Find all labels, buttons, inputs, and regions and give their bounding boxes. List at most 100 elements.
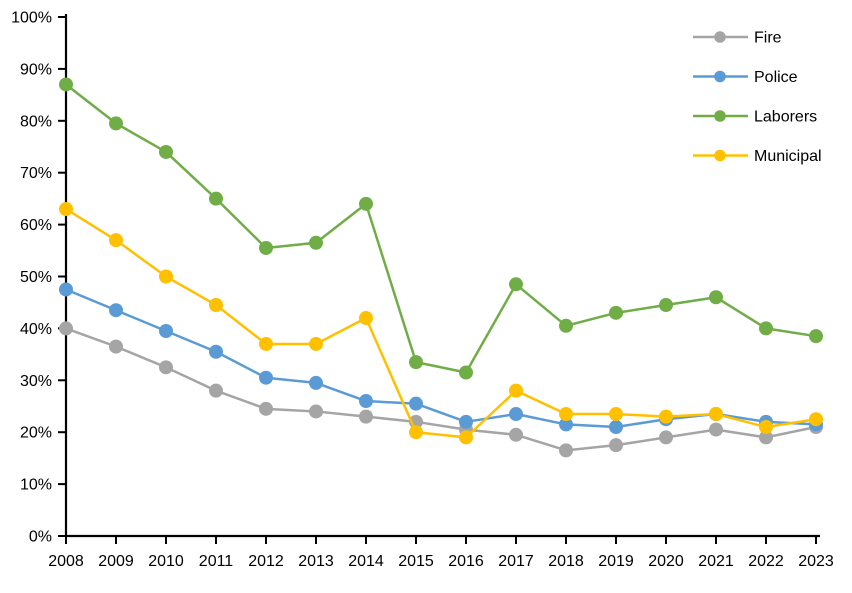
data-point-laborers	[759, 321, 773, 336]
x-axis-tick-label: 2019	[598, 553, 634, 570]
y-axis-tick-label: 40%	[20, 321, 52, 338]
y-axis-tick-label: 20%	[20, 425, 52, 442]
y-axis-tick-label: 50%	[20, 269, 52, 286]
legend-marker-fire	[714, 31, 726, 43]
data-point-police	[159, 323, 173, 338]
data-point-police	[59, 282, 73, 297]
data-point-laborers	[709, 290, 723, 305]
series-police	[59, 282, 823, 435]
data-point-municipal	[509, 383, 523, 398]
data-point-laborers	[109, 116, 123, 131]
data-point-police	[309, 375, 323, 390]
x-axis-tick-label: 2015	[398, 553, 434, 570]
legend-item-municipal: Municipal	[693, 148, 822, 165]
data-point-municipal	[809, 412, 823, 427]
y-axis-tick-label: 80%	[20, 113, 52, 130]
legend-label-police: Police	[754, 69, 798, 86]
data-point-municipal	[409, 425, 423, 440]
data-point-laborers	[609, 305, 623, 320]
y-axis-tick-label: 30%	[20, 373, 52, 390]
series-line-municipal	[64, 207, 818, 439]
series-municipal	[59, 202, 823, 445]
data-point-municipal	[159, 269, 173, 284]
legend-item-fire: Fire	[693, 30, 782, 47]
data-point-police	[509, 407, 523, 422]
x-axis-tick-label: 2022	[748, 553, 784, 570]
data-point-fire	[659, 430, 673, 445]
data-point-laborers	[409, 355, 423, 370]
series-laborers	[59, 77, 823, 380]
legend-label-laborers: Laborers	[754, 109, 817, 126]
x-axis-tick-label: 2014	[348, 553, 384, 570]
series-line-fire	[64, 327, 818, 452]
data-point-fire	[759, 430, 773, 445]
data-point-municipal	[359, 311, 373, 326]
x-axis-tick-label: 2013	[298, 553, 334, 570]
data-point-laborers	[809, 329, 823, 344]
y-axis-tick-label: 70%	[20, 165, 52, 182]
data-point-municipal	[309, 336, 323, 351]
legend-item-police: Police	[693, 69, 798, 86]
series-line-police	[64, 288, 818, 429]
data-point-municipal	[759, 420, 773, 435]
data-point-fire	[309, 404, 323, 419]
legend-label-municipal: Municipal	[754, 148, 822, 165]
x-axis-tick-label: 2009	[98, 553, 134, 570]
data-point-laborers	[509, 277, 523, 292]
data-point-laborers	[359, 196, 373, 211]
x-axis-tick-label: 2017	[498, 553, 534, 570]
x-axis-tick-label: 2023	[798, 553, 834, 570]
series-line-laborers	[64, 83, 818, 374]
data-point-fire	[559, 443, 573, 458]
data-point-police	[459, 414, 473, 429]
y-axis-tick-label: 100%	[11, 10, 52, 27]
legend-label-fire: Fire	[754, 30, 782, 47]
data-point-laborers	[259, 240, 273, 255]
x-axis-tick-label: 2011	[199, 553, 234, 570]
data-point-municipal	[109, 233, 123, 248]
data-point-municipal	[659, 409, 673, 424]
data-point-fire	[209, 383, 223, 398]
data-point-fire	[359, 409, 373, 424]
legend-marker-laborers	[714, 110, 726, 122]
data-point-fire	[59, 321, 73, 336]
y-axis-tick-label: 90%	[20, 61, 52, 78]
legend-item-laborers: Laborers	[693, 109, 817, 126]
legend-marker-municipal	[714, 149, 726, 162]
data-point-municipal	[709, 407, 723, 422]
data-point-fire	[709, 422, 723, 437]
data-point-police	[559, 417, 573, 432]
data-point-police	[109, 303, 123, 318]
data-point-laborers	[459, 365, 473, 380]
x-axis-tick-label: 2021	[698, 553, 734, 570]
data-point-laborers	[209, 191, 223, 206]
x-axis: 2008 2009 2010 2011 2012 2013 2014 2015 2016 2017…	[48, 534, 834, 570]
data-point-police	[209, 344, 223, 359]
data-point-fire	[159, 360, 173, 375]
x-axis-tick-label: 2008	[48, 553, 84, 570]
data-point-laborers	[159, 144, 173, 159]
data-point-fire	[259, 401, 273, 416]
data-point-police	[359, 394, 373, 409]
data-point-laborers	[309, 235, 323, 250]
x-axis-tick-label: 2020	[648, 553, 684, 570]
data-point-police	[259, 370, 273, 385]
data-point-municipal	[209, 298, 223, 313]
legend: Fire Police Laborers Municipal	[693, 30, 822, 165]
x-axis-tick-label: 2018	[548, 553, 584, 570]
y-axis-tick-label: 60%	[20, 217, 52, 234]
x-axis-tick-label: 2016	[448, 553, 484, 570]
data-point-municipal	[259, 336, 273, 351]
data-point-police	[409, 396, 423, 411]
x-axis-tick-label: 2010	[148, 553, 184, 570]
data-point-laborers	[559, 318, 573, 333]
data-point-police	[609, 420, 623, 435]
y-axis-tick-label: 0%	[29, 529, 52, 546]
data-point-laborers	[659, 298, 673, 313]
series-fire	[59, 321, 823, 458]
x-axis-tick-label: 2012	[248, 553, 284, 570]
data-point-fire	[509, 427, 523, 442]
data-point-municipal	[559, 407, 573, 422]
